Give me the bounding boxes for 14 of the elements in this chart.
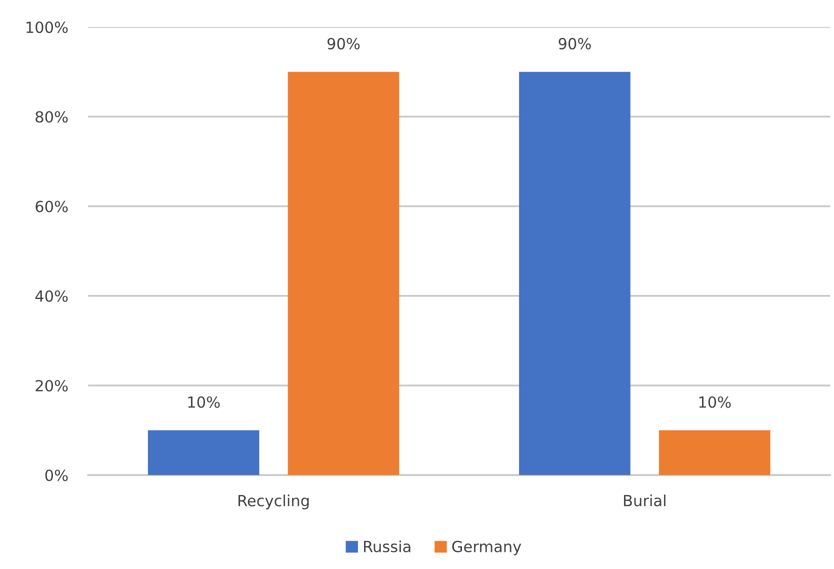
data-label: 90% [558,38,591,50]
y-tick-label: 20% [36,380,68,392]
legend-label: Russia [364,540,410,552]
y-tick-label: 60% [36,200,68,212]
legend-label: Germany [452,540,522,556]
data-label: 10% [699,396,731,408]
x-tick-label: Recycling [238,494,309,510]
y-tick-label: 40% [35,290,68,302]
data-label: 10% [188,396,220,408]
y-tick-label: 80% [36,111,68,123]
y-tick-label: 0% [45,470,68,482]
x-tick-label: Burial [624,494,666,506]
data-label: 90% [327,38,360,50]
y-tick-label: 100% [26,21,68,34]
